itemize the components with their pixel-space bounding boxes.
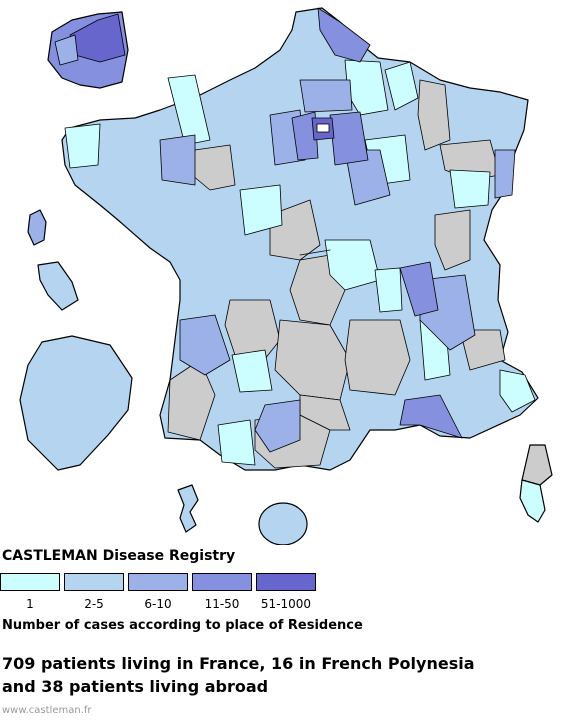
legend-swatch-11-50 xyxy=(192,573,252,591)
region-no-case xyxy=(269,199,321,261)
french-guiana xyxy=(19,335,133,471)
region-six-to-ten xyxy=(159,134,196,186)
guadeloupe xyxy=(27,209,47,246)
france-cases-map xyxy=(19,7,553,545)
inset-paris-west xyxy=(54,34,79,66)
legend-swatch-51-1000 xyxy=(256,573,316,591)
summary-line-2: and 38 patients living abroad xyxy=(2,677,269,696)
reunion xyxy=(258,502,308,545)
paris-city xyxy=(316,123,330,133)
corsica-south xyxy=(519,479,546,523)
region-six-to-ten xyxy=(299,79,353,113)
region-one-case xyxy=(231,349,273,393)
corsica-north xyxy=(521,444,553,486)
summary-line-1: 709 patients living in France, 16 in Fre… xyxy=(2,654,475,673)
region-no-case xyxy=(417,79,451,151)
legend-swatch-2-5 xyxy=(64,573,124,591)
map-legend: 1 2-5 6-10 11-50 51-1000 xyxy=(0,573,320,617)
legend-label-51-1000: 51-1000 xyxy=(260,597,312,611)
patient-summary: 709 patients living in France, 16 in Fre… xyxy=(2,652,582,698)
region-one-case xyxy=(499,369,536,413)
legend-label-6-10: 6-10 xyxy=(144,597,172,611)
registry-title: CASTLEMAN Disease Registry xyxy=(2,548,236,564)
region-six-to-ten xyxy=(179,314,231,376)
region-one-case xyxy=(449,169,491,209)
region-six-to-ten xyxy=(344,149,391,206)
website-link[interactable]: www.castleman.fr xyxy=(2,705,92,716)
region-one-case xyxy=(64,123,101,169)
region-six-to-ten xyxy=(494,149,516,199)
region-one-case xyxy=(374,267,403,313)
region-one-case xyxy=(217,419,256,466)
region-eleven-to-fifty xyxy=(399,394,463,439)
region-one-case xyxy=(384,61,419,111)
region-no-case xyxy=(434,209,471,271)
region-no-case xyxy=(459,329,506,371)
region-no-case xyxy=(344,319,411,396)
legend-caption: Number of cases according to place of Re… xyxy=(2,618,363,633)
legend-swatch-1 xyxy=(0,573,60,591)
legend-label-2-5: 2-5 xyxy=(84,597,104,611)
region-eleven-to-fifty xyxy=(399,261,439,317)
mayotte xyxy=(177,484,199,533)
region-eleven-to-fifty xyxy=(329,111,369,166)
legend-label-11-50: 11-50 xyxy=(204,597,240,611)
region-six-to-ten xyxy=(299,249,331,256)
region-one-case xyxy=(167,74,211,146)
region-one-case xyxy=(239,184,283,236)
legend-label-1: 1 xyxy=(26,597,34,611)
region-one-case xyxy=(324,239,381,291)
region-eleven-to-fifty xyxy=(317,7,371,63)
martinique xyxy=(37,261,79,311)
region-six-to-ten xyxy=(254,399,301,453)
legend-swatch-6-10 xyxy=(128,573,188,591)
region-eleven-to-fifty xyxy=(291,111,319,161)
